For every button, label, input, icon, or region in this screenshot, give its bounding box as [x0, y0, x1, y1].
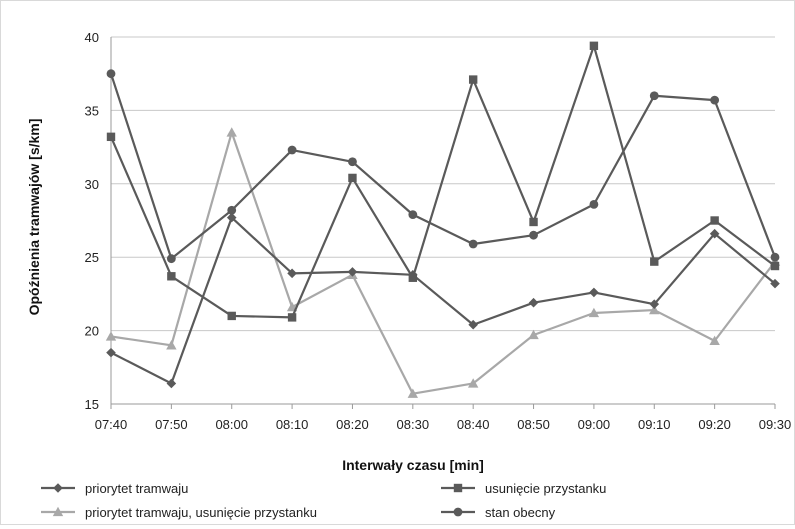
- series-line: [110, 131, 776, 395]
- series-line: [110, 216, 776, 385]
- data-point: [227, 311, 236, 321]
- x-tick-label: 09:30: [759, 417, 792, 432]
- data-point: [287, 313, 297, 322]
- x-tick-label: 07:50: [155, 417, 188, 432]
- x-tick-label: 07:40: [95, 417, 128, 432]
- y-tick-label: 35: [85, 103, 99, 118]
- data-point: [589, 199, 599, 209]
- data-point: [468, 319, 478, 330]
- data-point: [105, 331, 117, 341]
- data-point: [588, 307, 600, 318]
- legend-marker: [53, 483, 63, 493]
- data-point: [589, 287, 599, 298]
- legend-label: usunięcie przystanku: [485, 481, 606, 496]
- legend-marker: [52, 506, 64, 517]
- data-point: [710, 95, 720, 105]
- data-point: [467, 378, 479, 388]
- x-tick-label: 08:40: [457, 417, 490, 432]
- x-tick-label: 08:50: [517, 417, 550, 432]
- y-tick-label: 30: [85, 177, 99, 192]
- x-tick-labels: 07:40 07:50 08:00 08:10 08:20 08:30 08:40 08:50…: [95, 417, 792, 432]
- data-point: [468, 239, 478, 249]
- x-tick-label: 09:20: [698, 417, 731, 432]
- data-point: [408, 273, 418, 282]
- series-lines: [105, 41, 781, 398]
- data-point: [287, 145, 297, 155]
- legend-item: priorytet tramwaju, usunięcie przystanku: [41, 505, 317, 520]
- data-point: [226, 212, 237, 223]
- data-point: [529, 217, 538, 227]
- legend-item: stan obecny: [441, 505, 556, 520]
- data-point: [770, 252, 780, 262]
- data-point: [407, 388, 419, 398]
- y-tick-labels: 15 20 25 30 35 40: [85, 30, 99, 412]
- series-2: [105, 127, 781, 398]
- legend-item: priorytet tramwaju: [41, 481, 188, 496]
- data-point: [649, 299, 660, 309]
- y-tick-label: 15: [85, 397, 99, 412]
- data-point: [348, 157, 357, 167]
- series-line: [109, 73, 777, 260]
- data-point: [650, 257, 659, 266]
- data-point: [347, 267, 358, 277]
- data-point: [709, 335, 720, 346]
- x-tick-label: 09:00: [578, 417, 611, 432]
- series-0: [106, 212, 780, 389]
- data-point: [649, 91, 659, 101]
- gridlines: [111, 36, 775, 332]
- data-point: [106, 132, 116, 142]
- data-point: [589, 41, 599, 51]
- data-point: [770, 278, 780, 289]
- data-point: [709, 228, 720, 239]
- y-tick-label: 40: [85, 30, 99, 45]
- axes: [110, 37, 776, 409]
- x-tick-label: 08:00: [215, 417, 248, 432]
- data-point: [166, 340, 177, 350]
- legend: priorytet tramwaju usunięcie przystanku pr…: [41, 481, 606, 520]
- data-point: [167, 272, 176, 281]
- data-point: [348, 173, 357, 183]
- data-point: [408, 210, 418, 220]
- data-point: [166, 378, 177, 389]
- data-point: [468, 75, 478, 84]
- legend-label: priorytet tramwaju, usunięcie przystanku: [85, 505, 317, 520]
- y-tick-label: 25: [85, 250, 99, 265]
- series-3: [106, 69, 780, 264]
- legend-marker: [453, 483, 463, 493]
- y-axis-title: Opóźnienia tramwajów [s/km]: [26, 119, 42, 316]
- x-tick-label: 08:20: [336, 417, 369, 432]
- legend-item: usunięcie przystanku: [441, 481, 606, 496]
- series-1: [106, 41, 780, 322]
- x-tick-label: 08:30: [397, 417, 430, 432]
- data-point: [649, 304, 660, 315]
- data-point: [529, 230, 538, 240]
- series-line: [109, 44, 776, 319]
- data-point: [166, 254, 176, 264]
- data-point: [106, 347, 116, 358]
- data-point: [770, 261, 780, 271]
- data-point: [227, 205, 237, 215]
- x-axis-title: Interwały czasu [min]: [342, 457, 484, 473]
- x-tick-label: 09:10: [638, 417, 671, 432]
- legend-label: stan obecny: [485, 505, 556, 520]
- data-point: [528, 329, 539, 340]
- legend-marker: [453, 507, 463, 517]
- y-tick-label: 20: [85, 324, 99, 339]
- data-point: [710, 216, 719, 225]
- data-point: [528, 297, 539, 308]
- data-point: [226, 127, 237, 137]
- data-point: [106, 69, 116, 79]
- legend-label: priorytet tramwaju: [85, 481, 188, 496]
- x-tick-label: 08:10: [276, 417, 309, 432]
- data-point: [287, 268, 297, 279]
